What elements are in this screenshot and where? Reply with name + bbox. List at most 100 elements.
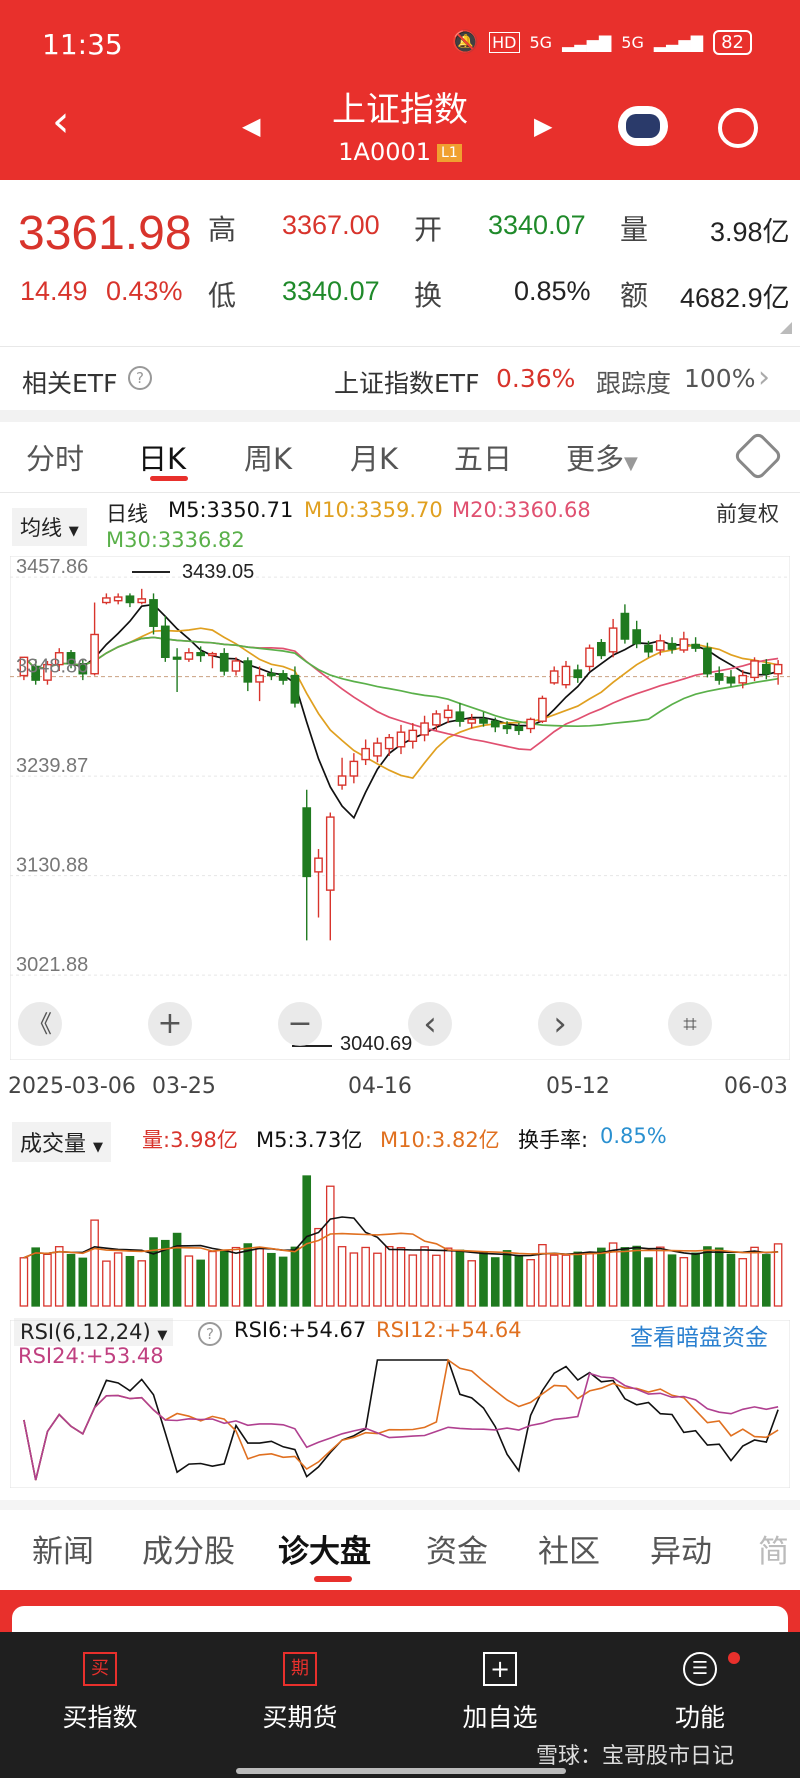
- ma-selector[interactable]: 均线 ▼: [12, 508, 87, 546]
- volume-bar: [773, 1243, 783, 1307]
- prev-index-icon[interactable]: ◀: [242, 112, 261, 140]
- tab-anomaly[interactable]: 异动: [650, 1534, 712, 1570]
- tab-daily-k[interactable]: 日K: [138, 442, 187, 476]
- volume-bar: [196, 1259, 205, 1307]
- candle-body: [585, 647, 594, 668]
- rsi-help-icon[interactable]: ?: [198, 1322, 222, 1346]
- candle-body: [726, 676, 736, 684]
- tab-intraday[interactable]: 分时: [26, 442, 85, 476]
- scroll-left-button[interactable]: ‹: [408, 1002, 452, 1046]
- volume-bar: [78, 1257, 88, 1307]
- etf-label: 相关ETF: [22, 369, 118, 398]
- search-icon[interactable]: [718, 108, 758, 148]
- tab-more[interactable]: 更多▼: [566, 436, 638, 478]
- content-card: [12, 1606, 788, 1634]
- volume-bar: [703, 1246, 712, 1307]
- volume-m10-line: [23, 1232, 779, 1259]
- tab-constituents[interactable]: 成分股: [142, 1534, 235, 1570]
- dark-pool-link[interactable]: 查看暗盘资金: [630, 1325, 768, 1351]
- zoom-out-button[interactable]: −: [278, 1002, 322, 1046]
- volume-bar: [750, 1246, 759, 1307]
- scroll-right-button[interactable]: ›: [538, 1002, 582, 1046]
- volume-m5-line: [23, 1216, 779, 1259]
- buy-index-label: 买指数: [62, 1703, 138, 1732]
- volume-bar: [373, 1252, 382, 1307]
- home-indicator: [236, 1768, 566, 1774]
- candle-body: [314, 857, 323, 873]
- y-tick-label: 3021.88: [16, 954, 88, 976]
- section-gap: [0, 1500, 800, 1510]
- ma5-value: M5:3350.71: [168, 498, 294, 522]
- volume-bar: [384, 1245, 394, 1307]
- candle-body: [373, 742, 382, 757]
- volume-bar: [267, 1252, 276, 1307]
- adjust-mode[interactable]: 前复权: [716, 502, 779, 526]
- volume-bar: [19, 1257, 29, 1307]
- candle-body: [573, 669, 583, 679]
- tab-news[interactable]: 新闻: [32, 1534, 94, 1570]
- volume-bar: [443, 1247, 453, 1307]
- zoom-in-button[interactable]: +: [148, 1002, 192, 1046]
- volume-bar: [632, 1245, 641, 1307]
- volume-bar: [43, 1253, 52, 1307]
- fullscreen-button[interactable]: ⌗: [668, 1002, 712, 1046]
- rewind-button[interactable]: 《: [18, 1002, 62, 1046]
- status-time: 11:35: [42, 28, 123, 61]
- candle-body: [479, 718, 488, 724]
- tab-five-day[interactable]: 五日: [454, 442, 513, 476]
- candle-body: [773, 663, 783, 675]
- rsi-selector[interactable]: RSI(6,12,24) ▼: [14, 1318, 174, 1346]
- volume-selector[interactable]: 成交量 ▼: [12, 1122, 112, 1162]
- add-watchlist-button[interactable]: + 加自选: [430, 1652, 570, 1734]
- volume-bar: [561, 1254, 571, 1307]
- volume-bar: [31, 1247, 40, 1307]
- candle-body: [90, 633, 99, 675]
- buy-futures-button[interactable]: 期 买期货: [230, 1652, 370, 1734]
- y-tick-label: 3239.87: [16, 755, 88, 777]
- candle-body: [514, 725, 524, 732]
- tab-funds[interactable]: 资金: [426, 1534, 488, 1570]
- low-label: 低: [208, 279, 237, 312]
- next-index-icon[interactable]: ▶: [534, 112, 553, 140]
- tab-diagnosis[interactable]: 诊大盘: [278, 1534, 371, 1570]
- candle-body: [243, 660, 253, 683]
- volume-bar: [726, 1253, 736, 1307]
- settings-icon[interactable]: [732, 430, 784, 482]
- candle-body: [160, 625, 170, 659]
- candle-body: [102, 597, 111, 604]
- high-value: 3367.00: [282, 210, 380, 240]
- y-tick-label: 3457.86: [16, 556, 88, 578]
- candle-body: [290, 674, 300, 704]
- candle-body: [219, 652, 229, 672]
- tab-monthly-k[interactable]: 月K: [350, 442, 399, 476]
- back-icon[interactable]: ‹: [52, 96, 70, 147]
- robot-assistant-icon[interactable]: [618, 106, 668, 146]
- top-header: 11:35 🔕 HD 5G ▂▃▅▇ 5G ▂▃▅▇ 82 ‹ ◀ 上证指数 1…: [0, 0, 800, 180]
- candle-body: [255, 674, 264, 683]
- volume-bar: [325, 1185, 335, 1307]
- expand-corner-icon[interactable]: [780, 322, 792, 334]
- help-icon[interactable]: ?: [128, 366, 152, 390]
- volume-today: 量:3.98亿: [142, 1128, 238, 1152]
- volume-bar: [467, 1260, 477, 1307]
- functions-button[interactable]: ☰ 功能: [630, 1652, 770, 1734]
- candle-body: [596, 641, 606, 657]
- ma-selector-label: 均线: [20, 516, 62, 540]
- watermark: 雪球：宝哥股市日记: [536, 1744, 735, 1769]
- volume-bar: [455, 1249, 465, 1307]
- tab-community[interactable]: 社区: [538, 1534, 600, 1570]
- tab-weekly-k[interactable]: 周K: [244, 442, 293, 476]
- plus-icon: +: [483, 1652, 517, 1686]
- tab-brief[interactable]: 简: [758, 1534, 789, 1570]
- volume-bar: [608, 1242, 618, 1307]
- rsi24-line: [23, 1372, 779, 1481]
- kline-chart[interactable]: 3457.86 3348.86 3239.87 3130.88 3021.88 3439…: [10, 556, 790, 1060]
- candle-body: [196, 652, 206, 657]
- buy-index-button[interactable]: 买 买指数: [30, 1652, 170, 1734]
- hd-badge: HD: [489, 32, 520, 53]
- volume-bar: [762, 1254, 771, 1307]
- candle-body: [396, 731, 406, 748]
- volume-bar: [161, 1239, 170, 1307]
- mute-icon: 🔕: [451, 30, 480, 55]
- volume-bar: [667, 1254, 677, 1307]
